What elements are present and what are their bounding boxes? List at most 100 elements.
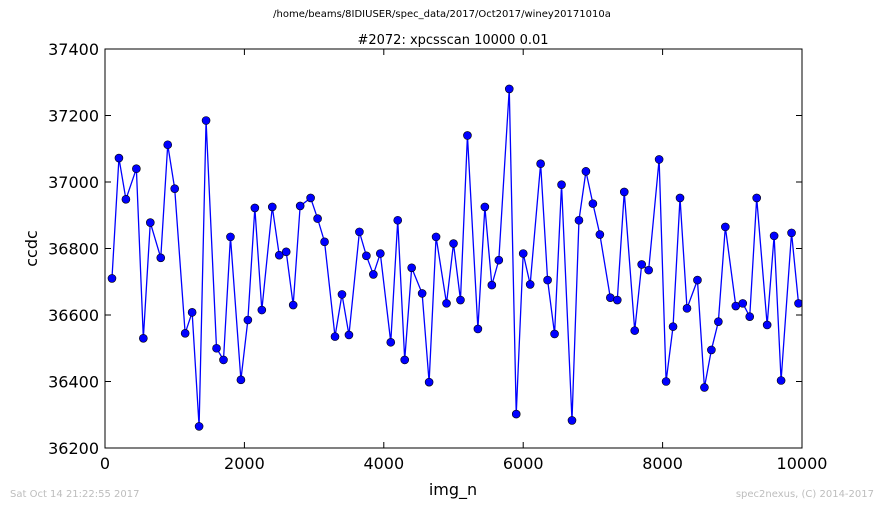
data-point — [745, 312, 755, 321]
data-point — [693, 275, 702, 285]
data-point — [250, 203, 260, 213]
data-point — [274, 250, 284, 260]
data-point — [431, 232, 441, 242]
data-point — [226, 232, 235, 242]
series-line — [111, 88, 800, 427]
footer-credit: spec2nexus, (C) 2014-2017 — [735, 489, 874, 500]
y-tick-label: 36600 — [48, 306, 99, 325]
data-point — [588, 199, 598, 208]
data-point — [654, 155, 664, 164]
data-point — [494, 255, 504, 265]
data-point — [187, 308, 197, 317]
x-tick-label: 0 — [100, 454, 110, 473]
data-point — [330, 332, 340, 341]
data-point — [132, 164, 141, 173]
x-tick-label: 2000 — [224, 454, 265, 473]
data-point — [574, 215, 584, 225]
data-point — [668, 322, 678, 331]
data-point — [156, 253, 166, 263]
data-point — [369, 270, 378, 279]
data-point — [738, 299, 748, 308]
y-tick-label: 36400 — [48, 373, 99, 392]
data-point — [456, 295, 465, 305]
data-point — [487, 280, 497, 290]
series-layer — [107, 84, 802, 431]
data-point — [776, 376, 786, 385]
data-point — [170, 184, 179, 193]
y-tick-label: 36800 — [48, 240, 99, 259]
data-point — [630, 326, 640, 335]
data-point — [449, 239, 458, 248]
data-point — [619, 187, 629, 197]
data-point — [787, 228, 796, 238]
data-point — [146, 218, 155, 227]
data-point — [595, 230, 605, 239]
data-point — [463, 131, 472, 140]
data-point — [139, 333, 148, 343]
data-point — [288, 300, 298, 310]
data-point — [700, 383, 709, 392]
data-point — [386, 337, 396, 347]
data-point — [518, 249, 528, 258]
data-point — [707, 345, 716, 355]
chart-title: #2072: xpcsscan 10000 0.01 — [357, 33, 548, 48]
data-point — [344, 330, 354, 340]
data-point — [675, 193, 685, 203]
data-point — [794, 299, 802, 308]
axis-ticks: 0 2000 4000 6000 8000 10000 36200 36400 36600 368… — [48, 40, 827, 473]
data-point — [107, 274, 117, 283]
data-point — [769, 231, 779, 241]
data-point — [511, 409, 521, 419]
data-point — [243, 315, 253, 325]
data-point — [257, 305, 267, 315]
data-point — [721, 222, 730, 232]
data-point — [504, 84, 514, 94]
data-point — [480, 202, 490, 212]
data-point — [442, 299, 451, 308]
data-point — [543, 275, 552, 285]
data-point — [407, 263, 416, 273]
y-axis-label: ccdc — [22, 230, 41, 267]
data-point — [473, 324, 483, 334]
data-point — [295, 201, 305, 211]
x-tick-label: 10000 — [777, 454, 828, 473]
data-point — [337, 290, 347, 299]
y-tick-label: 36200 — [48, 439, 99, 458]
data-point — [525, 280, 535, 289]
x-tick-label: 4000 — [363, 454, 404, 473]
data-point — [121, 194, 131, 204]
y-tick-label: 37400 — [48, 40, 99, 59]
data-point — [362, 251, 371, 261]
data-point — [320, 237, 329, 247]
y-tick-label: 37000 — [48, 173, 99, 192]
data-point — [557, 180, 566, 189]
data-point — [752, 193, 761, 203]
data-point — [114, 153, 124, 163]
data-point — [355, 227, 364, 237]
data-point — [661, 377, 671, 386]
data-point — [637, 260, 646, 269]
x-tick-label: 8000 — [642, 454, 683, 473]
data-point — [194, 422, 204, 431]
data-point — [393, 215, 403, 225]
y-tick-label: 37200 — [48, 107, 99, 126]
data-point — [762, 320, 772, 330]
x-tick-label: 6000 — [503, 454, 544, 473]
x-axis-label: img_n — [429, 480, 477, 500]
data-point — [201, 116, 211, 125]
data-point — [163, 140, 173, 150]
data-point — [180, 328, 190, 338]
data-point — [376, 249, 385, 258]
data-point — [306, 193, 315, 203]
footer-timestamp: Sat Oct 14 21:22:55 2017 — [10, 489, 140, 500]
data-point — [644, 265, 653, 275]
data-point — [581, 167, 591, 176]
data-point — [212, 343, 221, 353]
data-point — [682, 304, 692, 313]
data-point — [267, 202, 277, 212]
data-point — [612, 295, 622, 305]
data-point — [536, 159, 545, 169]
data-point — [236, 375, 246, 385]
data-point — [313, 214, 322, 223]
